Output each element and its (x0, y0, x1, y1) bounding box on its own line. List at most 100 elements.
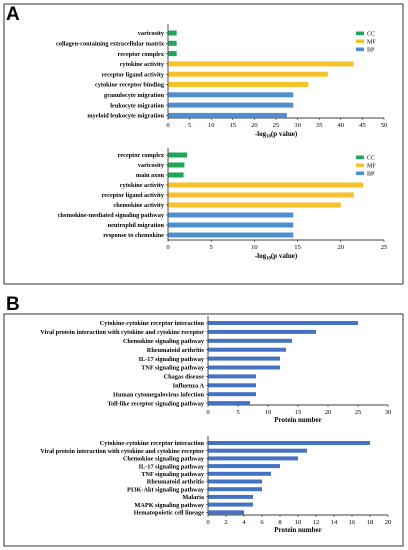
category-label: Toll-like receptor signaling pathway (107, 400, 204, 407)
bar (208, 502, 253, 507)
x-tick-label: 16 (349, 519, 356, 526)
bar (168, 71, 328, 77)
chart-3: Cytokine-cytokine receptor interaction Vi… (40, 316, 392, 424)
x-axis-label: Protein number (274, 416, 322, 424)
x-tick-label: 5 (236, 409, 240, 416)
category-label: cytokine activity (120, 61, 165, 68)
bar (168, 102, 294, 108)
category-label: neutrophil migration (108, 222, 165, 229)
bar (168, 172, 184, 178)
category-label: cytokine receptor binding (95, 82, 165, 89)
x-axis-label-subscript: 10 (266, 135, 271, 140)
category-label: Malaria (182, 494, 205, 501)
legend-swatch (356, 155, 364, 160)
category-label: Chemokine signaling pathway (123, 338, 205, 345)
x-tick-label: 8 (278, 519, 282, 526)
category-label: IL-17 signaling pathway (139, 356, 205, 363)
legend-label: CC (367, 156, 375, 162)
category-label: Human cytomegalovirus infection (113, 391, 204, 398)
bar (208, 383, 256, 388)
x-tick-label: 15 (295, 409, 302, 416)
x-tick-label: 50 (381, 122, 388, 129)
bar (208, 510, 244, 515)
bar (208, 441, 370, 445)
category-label: Rheumatoid arthritis (147, 479, 205, 486)
bar (208, 487, 262, 492)
category-label: Rheumatoid arthritis (147, 347, 205, 354)
category-label: receptor complex (118, 152, 165, 159)
category-label: TNF signaling pathway (141, 365, 205, 372)
category-label: leukocyte migration (110, 102, 164, 109)
x-tick-label: 40 (338, 122, 345, 129)
category-label: main axon (136, 172, 165, 179)
category-label: myeloid leukocyte migration (87, 113, 164, 120)
bar (168, 202, 341, 208)
x-tick-label: 5 (210, 244, 214, 251)
panel-b-frame (3, 313, 404, 547)
chart-1: varicosity collagen-containing extracellu… (56, 24, 388, 140)
category-label: Cytokine-cytokine receptor interaction (100, 440, 205, 447)
category-label: Chemokine signaling pathway (123, 456, 205, 463)
x-tick-label: 15 (230, 122, 237, 129)
bar (208, 356, 280, 361)
legend-label: CC (367, 32, 375, 38)
category-label: Chagas disease (164, 374, 205, 381)
x-axis-label-subscript: 10 (266, 257, 271, 262)
category-label: MAPK signaling pathway (134, 502, 204, 509)
legend-label: BP (367, 172, 375, 178)
bar (168, 40, 177, 46)
bar (208, 347, 286, 352)
bar (208, 401, 250, 406)
x-axis-label-tail: (p value) (271, 252, 298, 260)
charts: varicosity collagen-containing extracellu… (40, 24, 392, 534)
x-tick-label: 6 (260, 519, 264, 526)
legend-swatch (356, 39, 364, 44)
bar (208, 456, 298, 461)
legend-swatch (356, 163, 364, 168)
x-tick-label: 0 (166, 122, 170, 129)
x-tick-label: 25 (381, 244, 388, 251)
bar (208, 321, 358, 325)
category-label: cytokine activity (120, 182, 165, 189)
category-label: varicosity (138, 30, 165, 37)
bar (168, 61, 354, 67)
panel-a-frame (3, 3, 404, 285)
bar (208, 494, 253, 499)
x-tick-label: 25 (355, 409, 362, 416)
panel-b-label: B (6, 294, 20, 315)
chart-2: receptor complex varicosity main axon cytok… (58, 148, 388, 262)
category-label: receptor ligand activity (102, 71, 165, 78)
bar (168, 152, 188, 158)
category-label: Influenza A (173, 383, 205, 390)
x-tick-label: 10 (265, 409, 272, 416)
category-label: receptor ligand activity (102, 192, 165, 199)
x-tick-label: 14 (331, 519, 338, 526)
legend-label: MF (367, 40, 376, 46)
category-label: Hematopoietic cell lineage (134, 510, 204, 517)
legend-label: MF (367, 164, 376, 170)
bar (168, 51, 177, 57)
x-tick-label: 12 (313, 519, 320, 526)
bar (168, 222, 294, 228)
bar (168, 232, 294, 238)
bar (208, 479, 262, 484)
category-label: Viral protein interaction with cytokine … (40, 329, 204, 336)
bar (208, 448, 307, 453)
bar (208, 329, 316, 334)
category-label: granulocyte migration (104, 92, 164, 99)
x-tick-label: 10 (208, 122, 215, 129)
category-label: Viral protein interaction with cytokine … (40, 448, 204, 455)
bar (208, 464, 280, 469)
bar (168, 112, 287, 118)
x-tick-label: 15 (294, 244, 301, 251)
category-label: chemokine-mediated signaling pathway (58, 212, 165, 219)
x-tick-label: 30 (294, 122, 301, 129)
x-tick-label: 10 (295, 519, 302, 526)
panel-a-label: A (6, 4, 20, 25)
bar (168, 212, 294, 218)
bar (168, 182, 364, 188)
category-label: Cytokine-cytokine receptor interaction (100, 320, 205, 327)
bar (168, 162, 185, 168)
category-label: PI3K-Akt signaling pathway (127, 486, 205, 493)
